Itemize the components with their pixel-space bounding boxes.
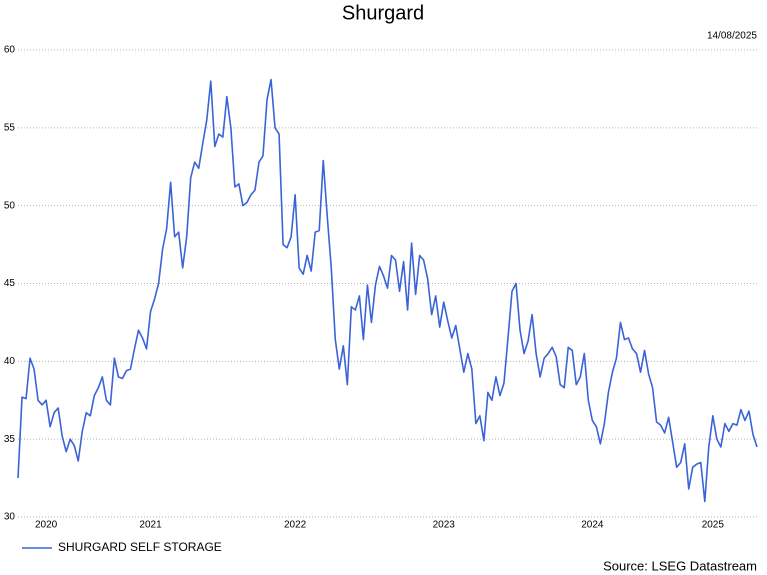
y-tick-label: 45 xyxy=(4,278,16,289)
x-tick-label: 2021 xyxy=(139,520,162,531)
chart-title: Shurgard xyxy=(342,2,424,24)
y-tick-label: 40 xyxy=(4,356,16,367)
data-line xyxy=(17,78,758,503)
y-tick-label: 30 xyxy=(4,512,16,523)
y-tick-label: 60 xyxy=(4,45,16,56)
x-tick-label: 2023 xyxy=(433,520,456,531)
y-tick-label: 50 xyxy=(4,200,16,211)
x-tick-label: 2024 xyxy=(581,520,604,531)
x-tick-label: 2022 xyxy=(284,520,307,531)
x-tick-label: 2020 xyxy=(35,520,58,531)
source-label: Source: LSEG Datastream xyxy=(603,558,757,573)
legend-label: SHURGARD SELF STORAGE xyxy=(58,540,222,554)
y-tick-label: 35 xyxy=(4,434,16,445)
x-tick-label: 2025 xyxy=(702,520,725,531)
date-label: 14/08/2025 xyxy=(707,31,757,42)
y-tick-label: 55 xyxy=(4,122,16,133)
